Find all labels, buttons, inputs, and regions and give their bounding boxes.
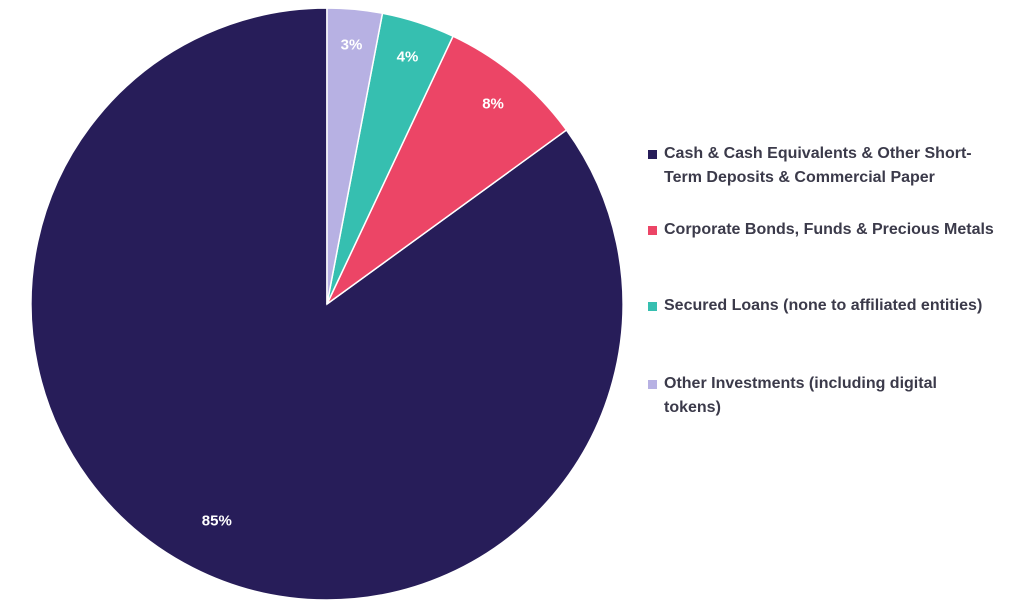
legend-label-other-investments-line1: Other Investments (including digital [664, 375, 937, 392]
pie-data-label-corporate-bonds-funds-precious-metals: 8% [482, 95, 504, 112]
pie-data-label-other-investments-including-digital-toke: 3% [341, 37, 363, 54]
pie-data-label-cash-cash-equivalents-other-short-term-d: 85% [202, 512, 232, 529]
pie-chart: 85% 8% 4% 3% [30, 7, 624, 601]
legend-label-secured-loans: Secured Loans (none to affiliated entiti… [664, 297, 983, 314]
legend-label-other-investments-line2: tokens) [664, 399, 721, 416]
pie-slice-corporate-bonds-funds-precious-metals [326, 35, 568, 305]
legend-label-cash-line2: Term Deposits & Commercial Paper [664, 169, 935, 186]
legend-item-secured-loans: Secured Loans (none to affiliated entiti… [648, 294, 1018, 318]
pie-slice-cash-cash-equivalents-other-short-term-d [30, 7, 624, 601]
legend-label-other-investments: Other Investments (including digital tok… [664, 372, 937, 420]
legend-item-corporate-bonds: Corporate Bonds, Funds & Precious Metals [648, 218, 1018, 242]
legend-item-cash: Cash & Cash Equivalents & Other Short- T… [648, 142, 1018, 190]
pie-data-label-secured-loans-none-to-affiliated-entitie: 4% [397, 48, 419, 65]
pie-slice-other-investments-including-digital-toke [326, 7, 384, 305]
legend-label-cash: Cash & Cash Equivalents & Other Short- T… [664, 142, 972, 190]
legend-label-cash-line1: Cash & Cash Equivalents & Other Short- [664, 145, 972, 162]
legend-swatch-cash [648, 150, 657, 159]
pie-data-labels: 85% 8% 4% 3% [202, 37, 504, 530]
legend-swatch-secured-loans [648, 302, 657, 311]
legend-item-other-investments: Other Investments (including digital tok… [648, 372, 1018, 420]
legend-swatch-corporate-bonds [648, 226, 657, 235]
legend-label-corporate-bonds: Corporate Bonds, Funds & Precious Metals [664, 221, 994, 238]
legend-swatch-other-investments [648, 380, 657, 389]
pie-slices [30, 7, 624, 601]
